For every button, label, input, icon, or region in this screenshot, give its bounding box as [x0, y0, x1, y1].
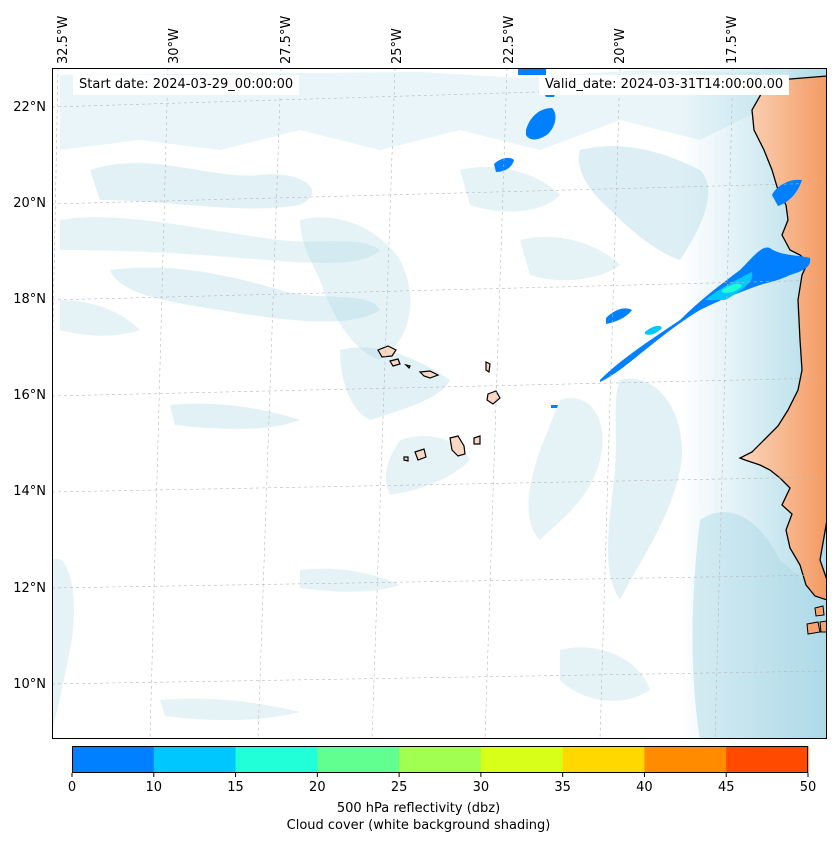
lat-label: 18°N — [13, 292, 46, 307]
lat-label: 10°N — [13, 677, 46, 692]
colorbar-subtitle: Cloud cover (white background shading) — [286, 818, 551, 833]
valid-date-label: Valid_date: 2024-03-31T14:00:00.00 — [539, 75, 790, 95]
cloud-cover-shading — [52, 68, 827, 739]
colorbar-swatch — [399, 746, 482, 773]
island-santa-luzia — [404, 363, 411, 370]
map-frame — [52, 68, 827, 739]
island-brava — [403, 456, 409, 462]
island-sao-vicente — [389, 358, 401, 367]
island-sal — [485, 361, 491, 374]
colorbar-tick-label: 10 — [146, 780, 163, 795]
graticule — [52, 68, 827, 739]
map-panel — [52, 68, 827, 739]
colorbar-frame — [72, 746, 808, 773]
colorbar-swatch — [235, 746, 318, 773]
island-sao-nicolau — [418, 370, 440, 379]
colorbar-tick-label: 20 — [309, 780, 326, 795]
lon-label: 20°W — [613, 28, 628, 64]
colorbar-swatch — [317, 746, 400, 773]
reflectivity-band-main — [600, 247, 811, 382]
colorbar-ticks: 0 10 15 20 25 30 35 40 45 50 — [68, 773, 816, 795]
colorbar-tick-label: 30 — [473, 780, 490, 795]
colorbar-swatches — [72, 746, 809, 773]
colorbar-swatch — [72, 746, 155, 773]
colorbar-tick-label: 40 — [636, 780, 653, 795]
lon-label: 22.5°W — [502, 16, 517, 64]
colorbar-tick-label: 15 — [227, 780, 244, 795]
lat-label: 16°N — [13, 388, 46, 403]
island-boa-vista — [486, 390, 501, 405]
colorbar-swatch — [562, 746, 645, 773]
reflectivity-contours — [494, 68, 811, 408]
lat-label: 14°N — [13, 484, 46, 499]
colorbar-swatch — [153, 746, 237, 773]
colorbar-tick-label: 35 — [554, 780, 571, 795]
colorbar: 0 10 15 20 25 30 35 40 45 50 — [68, 746, 816, 795]
start-date-label: Start date: 2024-03-29_00:00:00 — [73, 75, 300, 95]
colorbar-tick-label: 25 — [391, 780, 408, 795]
island-santo-antao — [377, 345, 397, 358]
island-fogo — [414, 448, 427, 461]
lon-label: 25°W — [390, 28, 405, 64]
colorbar-swatch — [644, 746, 727, 773]
island-maio — [473, 435, 481, 445]
island-santiago — [449, 435, 466, 457]
lon-label: 27.5°W — [279, 16, 294, 64]
colorbar-title: 500 hPa reflectivity (dbz) — [336, 801, 501, 816]
colorbar-swatch — [480, 746, 564, 773]
colorbar-tick-label: 0 — [68, 780, 76, 795]
lon-label: 30°W — [167, 28, 182, 64]
lat-label: 22°N — [13, 100, 46, 115]
guinea-bissau-islands — [806, 605, 827, 635]
colorbar-tick-label: 50 — [800, 780, 817, 795]
lat-label: 20°N — [13, 196, 46, 211]
lon-label: 17.5°W — [725, 16, 740, 64]
longitude-labels: 32.5°W 30°W 27.5°W 25°W 22.5°W 20°W 17.5… — [56, 16, 740, 64]
latitude-labels: 22°N 20°N 18°N 16°N 14°N 12°N 10°N — [13, 100, 46, 692]
lon-label: 32.5°W — [56, 16, 71, 64]
colorbar-swatch — [726, 746, 809, 773]
lat-label: 12°N — [13, 581, 46, 596]
colorbar-tick-label: 45 — [718, 780, 735, 795]
cape-verde-islands — [377, 345, 501, 462]
